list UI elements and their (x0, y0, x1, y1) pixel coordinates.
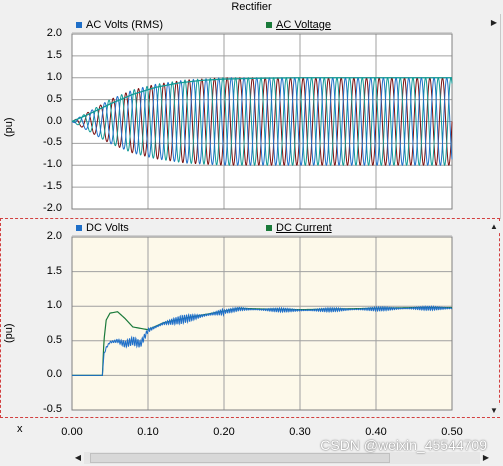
watermark-text: CSDN @weixin_45544709 (320, 437, 487, 453)
ac-y-tick-label: -1.0 (43, 158, 62, 171)
dc-panel (0, 218, 500, 418)
legend-item-ac-volts-rms[interactable]: AC Volts (RMS) (72, 17, 262, 33)
scroll-right-arrow-icon[interactable]: ▶ (480, 452, 492, 464)
legend-swatch (76, 224, 82, 231)
x-tick-label: 0.40 (365, 426, 387, 438)
x-tick-label: 0.20 (213, 426, 235, 438)
ac-voltage-phase-1-line (71, 77, 453, 166)
dc-y-tick-label: -0.5 (43, 403, 62, 415)
dc-y-tick-label: 1.0 (46, 299, 62, 312)
scroll-left-arrow-icon[interactable]: ◀ (72, 452, 84, 464)
x-tick-label: 0.50 (441, 426, 463, 438)
legend-label: DC Volts (86, 222, 129, 234)
ac-y-tick-label: 1.5 (46, 48, 62, 61)
legend-label: DC Current (276, 222, 332, 234)
window-title: Rectifier (231, 1, 272, 13)
legend-item-ac-voltage[interactable]: AC Voltage (262, 17, 452, 33)
dc-y-tick-label: 0.5 (46, 333, 62, 346)
dc-y-tick-label: 1.5 (46, 264, 62, 277)
x-tick-label: 0.00 (61, 426, 83, 438)
ac-plot-area[interactable] (71, 33, 453, 210)
dc-volts-line (72, 305, 453, 376)
panel1-menu-arrow-icon[interactable]: ▶ (488, 17, 500, 29)
x-tick-label: 0.30 (289, 426, 311, 438)
ac-y-tick-label: -2.0 (43, 202, 62, 214)
ac-y-tick-label: -0.5 (43, 136, 62, 149)
legend-label: AC Voltage (276, 19, 332, 31)
plot-border (71, 236, 453, 411)
dc-y-tick-label: 2.0 (46, 230, 62, 242)
horizontal-scroll-thumb[interactable] (90, 453, 390, 463)
ac-y-axis-label: (pu) (3, 117, 15, 137)
ac-y-tick-label: 0.0 (46, 114, 62, 127)
ac-voltage-phase-3-line (71, 76, 453, 167)
legend-swatch (76, 21, 82, 28)
x-axis-label: x (17, 423, 23, 435)
ac-y-tick-label: 2.0 (46, 27, 62, 39)
dc-chart-svg (71, 236, 453, 411)
legend-swatch (266, 224, 272, 231)
ac-volts-rms-line (71, 77, 452, 123)
panel2-down-arrow-icon[interactable]: ▼ (488, 405, 500, 417)
dc-y-tick-label: 0.0 (46, 368, 62, 381)
dc-y-axis-label: (pu) (3, 323, 15, 343)
legend-item-dc-volts[interactable]: DC Volts (72, 220, 262, 236)
dc-plot-area[interactable] (71, 236, 453, 411)
legend-swatch (266, 21, 272, 28)
panel2-up-arrow-icon[interactable]: ▲ (488, 221, 500, 233)
legend-item-dc-current[interactable]: DC Current (262, 220, 452, 236)
ac-chart-svg (71, 33, 453, 210)
ac-y-tick-label: -1.5 (43, 180, 62, 193)
legend-label: AC Volts (RMS) (86, 19, 164, 31)
x-tick-label: 0.10 (137, 426, 159, 438)
ac-y-tick-label: 0.5 (46, 92, 62, 105)
ac-y-tick-label: 1.0 (46, 70, 62, 83)
